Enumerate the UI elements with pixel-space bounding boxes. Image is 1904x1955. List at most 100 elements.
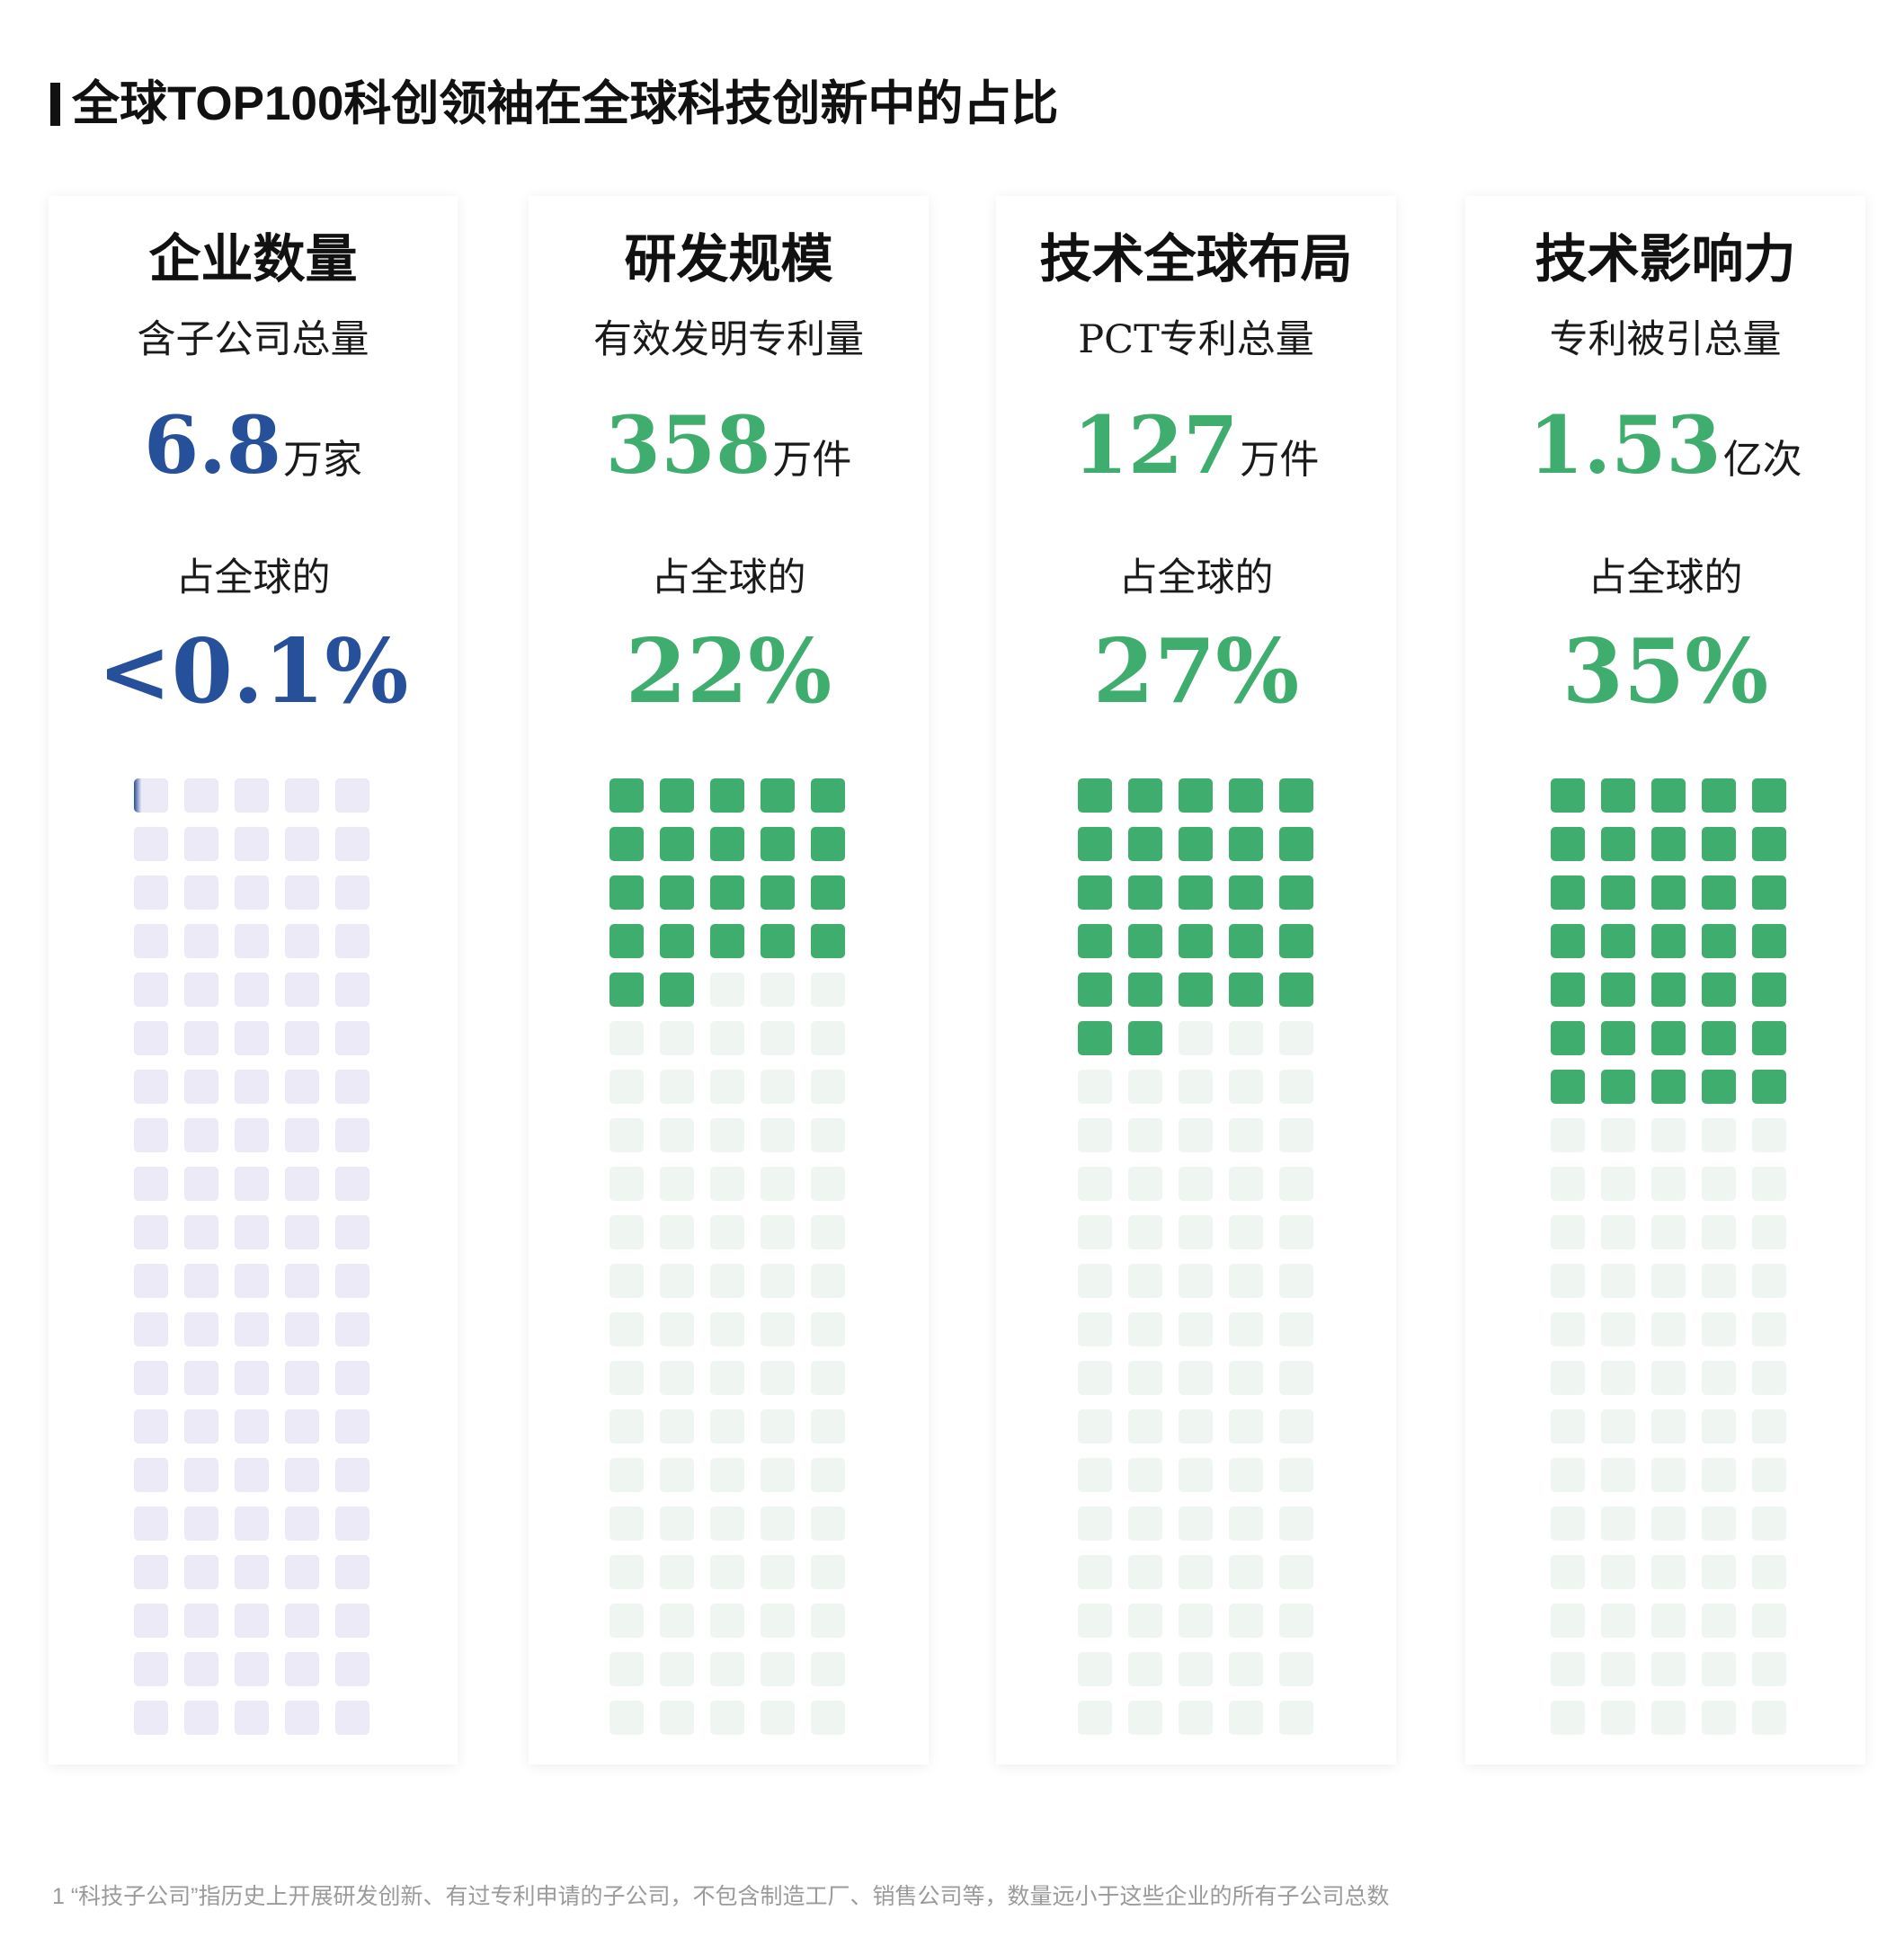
waffle-cell: [609, 1021, 644, 1055]
waffle-cell: [1128, 1506, 1162, 1541]
waffle-cell: [1128, 1701, 1162, 1735]
waffle-cell: [134, 1652, 168, 1686]
panel-title: 企业数量: [148, 228, 358, 289]
waffle-cell: [1752, 1701, 1786, 1735]
waffle-grid: [134, 778, 371, 1735]
waffle-cell: [1128, 827, 1162, 861]
waffle-cell: [1551, 1361, 1585, 1395]
waffle-cell: [609, 1312, 644, 1346]
waffle-cell: [1128, 1361, 1162, 1395]
waffle-cell: [1229, 973, 1263, 1007]
share-value: <0.1%: [97, 620, 409, 724]
waffle-cell: [1601, 1604, 1635, 1638]
waffle-cell: [1651, 924, 1686, 958]
waffle-cell: [335, 1264, 369, 1298]
waffle-cell: [1279, 1506, 1313, 1541]
waffle-cell: [1601, 1167, 1635, 1201]
waffle-cell: [1601, 1652, 1635, 1686]
waffle-cell: [184, 827, 218, 861]
waffle-cell: [335, 1604, 369, 1638]
waffle-cell: [1702, 1555, 1736, 1589]
waffle-cell: [285, 1506, 319, 1541]
waffle-cell: [1179, 1555, 1213, 1589]
waffle-cell: [761, 1167, 795, 1201]
waffle-cell: [1752, 1506, 1786, 1541]
panel-subtitle: 含子公司总量: [137, 317, 369, 362]
share-label: 占全球的: [1118, 556, 1274, 600]
waffle-cell: [710, 827, 744, 861]
waffle-cell: [1702, 1361, 1736, 1395]
waffle-cell: [134, 778, 168, 813]
waffle-cell: [1179, 827, 1213, 861]
waffle-cell: [184, 1506, 218, 1541]
waffle-cell: [134, 1506, 168, 1541]
panel-rd-scale: 研发规模 有效发明专利量 358万件 占全球的 22%: [529, 196, 929, 1764]
waffle-cell: [1279, 924, 1313, 958]
waffle-cell: [811, 1215, 845, 1249]
waffle-cell: [811, 1652, 845, 1686]
waffle-cell: [184, 1215, 218, 1249]
waffle-cell: [1078, 1701, 1112, 1735]
footnote: 1 “科技子公司”指历史上开展研发创新、有过专利申请的子公司，不包含制造工厂、销…: [52, 1884, 1390, 1909]
waffle-cell: [1651, 1312, 1686, 1346]
waffle-cell: [1702, 1167, 1736, 1201]
waffle-cell: [1601, 1021, 1635, 1055]
waffle-cell: [1279, 1555, 1313, 1589]
waffle-cell: [1702, 1021, 1736, 1055]
waffle-cell: [134, 875, 168, 910]
waffle-cell: [1601, 1312, 1635, 1346]
waffle-cell: [1179, 1070, 1213, 1104]
waffle-cell: [285, 1021, 319, 1055]
waffle-cell: [1702, 1070, 1736, 1104]
waffle-cell: [710, 1555, 744, 1589]
waffle-cell: [1078, 1070, 1112, 1104]
waffle-cell: [660, 1021, 694, 1055]
waffle-cell: [609, 1070, 644, 1104]
waffle-cell: [1702, 1458, 1736, 1492]
waffle-cell: [811, 1458, 845, 1492]
waffle-cell: [335, 1070, 369, 1104]
waffle-cell: [660, 1264, 694, 1298]
waffle-cell: [1752, 1118, 1786, 1152]
waffle-cell: [609, 875, 644, 910]
waffle-cell: [134, 1264, 168, 1298]
waffle-cell: [184, 1070, 218, 1104]
waffle-cell: [609, 1361, 644, 1395]
waffle-cell: [1279, 875, 1313, 910]
waffle-cell: [184, 924, 218, 958]
waffle-cell: [1229, 827, 1263, 861]
waffle-cell: [710, 1458, 744, 1492]
waffle-cell: [1551, 1506, 1585, 1541]
waffle-cell: [1752, 1652, 1786, 1686]
waffle-cell: [235, 827, 269, 861]
waffle-cell: [761, 1604, 795, 1638]
panel-value: 1.53亿次: [1465, 395, 1865, 519]
waffle-cell: [811, 827, 845, 861]
waffle-cell: [1651, 1070, 1686, 1104]
panel-value: 358万件: [529, 395, 929, 519]
panel-subtitle: 有效发明专利量: [593, 317, 864, 362]
waffle-cell: [609, 1458, 644, 1492]
waffle-cell: [335, 1555, 369, 1589]
waffle-cell: [1229, 1652, 1263, 1686]
waffle-cell: [1651, 1652, 1686, 1686]
waffle-cell: [1229, 1506, 1263, 1541]
waffle-cell: [1229, 1701, 1263, 1735]
waffle-cell: [1128, 1458, 1162, 1492]
waffle-cell: [1551, 1312, 1585, 1346]
waffle-cell: [235, 1361, 269, 1395]
waffle-cell: [1229, 1215, 1263, 1249]
waffle-cell: [1551, 1167, 1585, 1201]
waffle-cell: [1752, 1409, 1786, 1444]
waffle-cell: [1128, 973, 1162, 1007]
waffle-cell: [811, 1604, 845, 1638]
waffle-cell: [1702, 875, 1736, 910]
waffle-cell: [761, 1701, 795, 1735]
waffle-cell: [811, 1021, 845, 1055]
waffle-cell: [1179, 875, 1213, 910]
waffle-cell: [1128, 1555, 1162, 1589]
waffle-cell: [710, 778, 744, 813]
waffle-cell: [1128, 1021, 1162, 1055]
panel-company-count: 企业数量 含子公司总量 6.8万家 占全球的 <0.1%: [49, 196, 458, 1764]
waffle-cell: [1179, 1118, 1213, 1152]
